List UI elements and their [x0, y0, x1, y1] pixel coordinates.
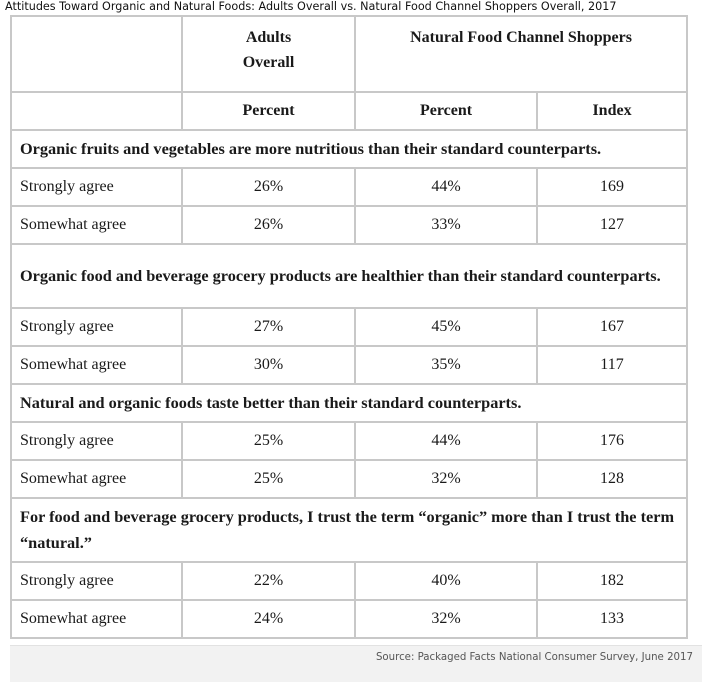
- source-bar: Source: Packaged Facts National Consumer…: [10, 645, 702, 682]
- index-value: 167: [535, 307, 689, 347]
- index-value: 176: [535, 421, 689, 461]
- index-value: 133: [535, 599, 689, 639]
- shoppers-percent-value: 35%: [354, 345, 538, 385]
- table-row: Somewhat agree 25% 32% 128: [10, 459, 689, 499]
- response-label: Somewhat agree: [10, 459, 183, 499]
- header-natural-food-shoppers: Natural Food Channel Shoppers: [353, 15, 689, 93]
- shoppers-percent-value: 45%: [354, 307, 538, 347]
- response-label: Strongly agree: [10, 561, 183, 601]
- response-label: Somewhat agree: [10, 599, 183, 639]
- statement-row: Organic fruits and vegetables are more n…: [9, 129, 689, 169]
- header-adults-overall: Adults Overall: [181, 15, 356, 93]
- header-row-columns: Percent Percent Index: [10, 91, 689, 131]
- index-value: 127: [535, 205, 689, 245]
- adults-percent-value: 24%: [181, 599, 356, 639]
- table-row: Strongly agree 25% 44% 176: [10, 421, 689, 461]
- column-header-adults-percent: Percent: [181, 91, 356, 131]
- shoppers-percent-value: 44%: [354, 167, 538, 207]
- response-label: Somewhat agree: [10, 205, 183, 245]
- adults-percent-value: 26%: [181, 205, 356, 245]
- adults-percent-value: 22%: [181, 561, 356, 601]
- shoppers-percent-value: 33%: [354, 205, 538, 245]
- table-row: Strongly agree 27% 45% 167: [10, 307, 689, 347]
- adults-percent-value: 25%: [181, 459, 356, 499]
- table-row: Somewhat agree 26% 33% 127: [10, 205, 689, 245]
- shoppers-percent-value: 32%: [354, 599, 538, 639]
- attitudes-table: Adults Overall Natural Food Channel Shop…: [9, 15, 689, 639]
- statement-row: Organic food and beverage grocery produc…: [9, 243, 689, 309]
- response-label: Strongly agree: [10, 307, 183, 347]
- table-row: Strongly agree 22% 40% 182: [10, 561, 689, 601]
- header-row-groups: Adults Overall Natural Food Channel Shop…: [10, 15, 689, 93]
- statement-text: Organic food and beverage grocery produc…: [9, 243, 689, 309]
- adults-percent-value: 27%: [181, 307, 356, 347]
- source-note: Source: Packaged Facts National Consumer…: [375, 652, 693, 663]
- statement-row: Natural and organic foods taste better t…: [9, 383, 689, 423]
- statement-text: For food and beverage grocery products, …: [9, 497, 689, 563]
- adults-percent-value: 30%: [181, 345, 356, 385]
- statement-text: Organic fruits and vegetables are more n…: [9, 129, 689, 169]
- statement-text: Natural and organic foods taste better t…: [9, 383, 689, 423]
- table-row: Somewhat agree 24% 32% 133: [10, 599, 689, 639]
- header-empty-cell: [10, 91, 183, 131]
- table-row: Somewhat agree 30% 35% 117: [10, 345, 689, 385]
- column-header-index: Index: [535, 91, 689, 131]
- chart-caption: Attitudes Toward Organic and Natural Foo…: [5, 0, 617, 13]
- header-empty-cell: [10, 15, 183, 93]
- response-label: Strongly agree: [10, 167, 183, 207]
- table-row: Strongly agree 26% 44% 169: [10, 167, 689, 207]
- shoppers-percent-value: 40%: [354, 561, 538, 601]
- adults-percent-value: 25%: [181, 421, 356, 461]
- column-header-shoppers-percent: Percent: [354, 91, 538, 131]
- adults-percent-value: 26%: [181, 167, 356, 207]
- response-label: Strongly agree: [10, 421, 183, 461]
- index-value: 169: [535, 167, 689, 207]
- shoppers-percent-value: 32%: [354, 459, 538, 499]
- attitudes-table-wrap: Adults Overall Natural Food Channel Shop…: [9, 15, 689, 639]
- shoppers-percent-value: 44%: [354, 421, 538, 461]
- index-value: 182: [535, 561, 689, 601]
- index-value: 117: [535, 345, 689, 385]
- statement-row: For food and beverage grocery products, …: [9, 497, 689, 563]
- index-value: 128: [535, 459, 689, 499]
- response-label: Somewhat agree: [10, 345, 183, 385]
